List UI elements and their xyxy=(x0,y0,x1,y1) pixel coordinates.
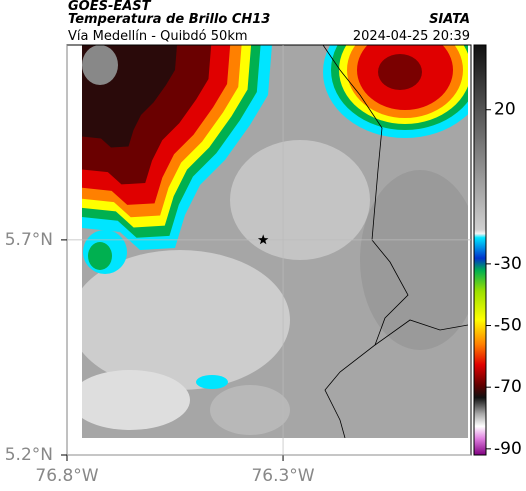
satellite-image xyxy=(82,45,468,438)
y-tick-label: 5.2°N xyxy=(5,445,53,465)
colorbar-tick-label: -30 xyxy=(494,254,522,274)
x-tick-label: 76.8°W xyxy=(35,466,98,486)
colorbar-tick-label: -70 xyxy=(494,377,522,397)
colorbar-tick-label: -50 xyxy=(494,316,522,336)
y-tick-label: 5.7°N xyxy=(5,230,53,250)
colorbar-tick-label: -90 xyxy=(494,439,522,459)
colorbar xyxy=(473,44,487,456)
title: GOES-EAST xyxy=(68,0,152,14)
colorbar-tick-label: 20 xyxy=(494,100,516,120)
route: Vía Medellín - Quibdó 50km xyxy=(68,29,248,44)
source: SIATA xyxy=(429,12,470,27)
subtitle: Temperatura de Brillo CH13 xyxy=(68,12,270,27)
location-marker xyxy=(257,234,269,245)
timestamp: 2024-04-25 20:39 xyxy=(353,29,470,44)
x-tick-label: 76.3°W xyxy=(251,466,314,486)
